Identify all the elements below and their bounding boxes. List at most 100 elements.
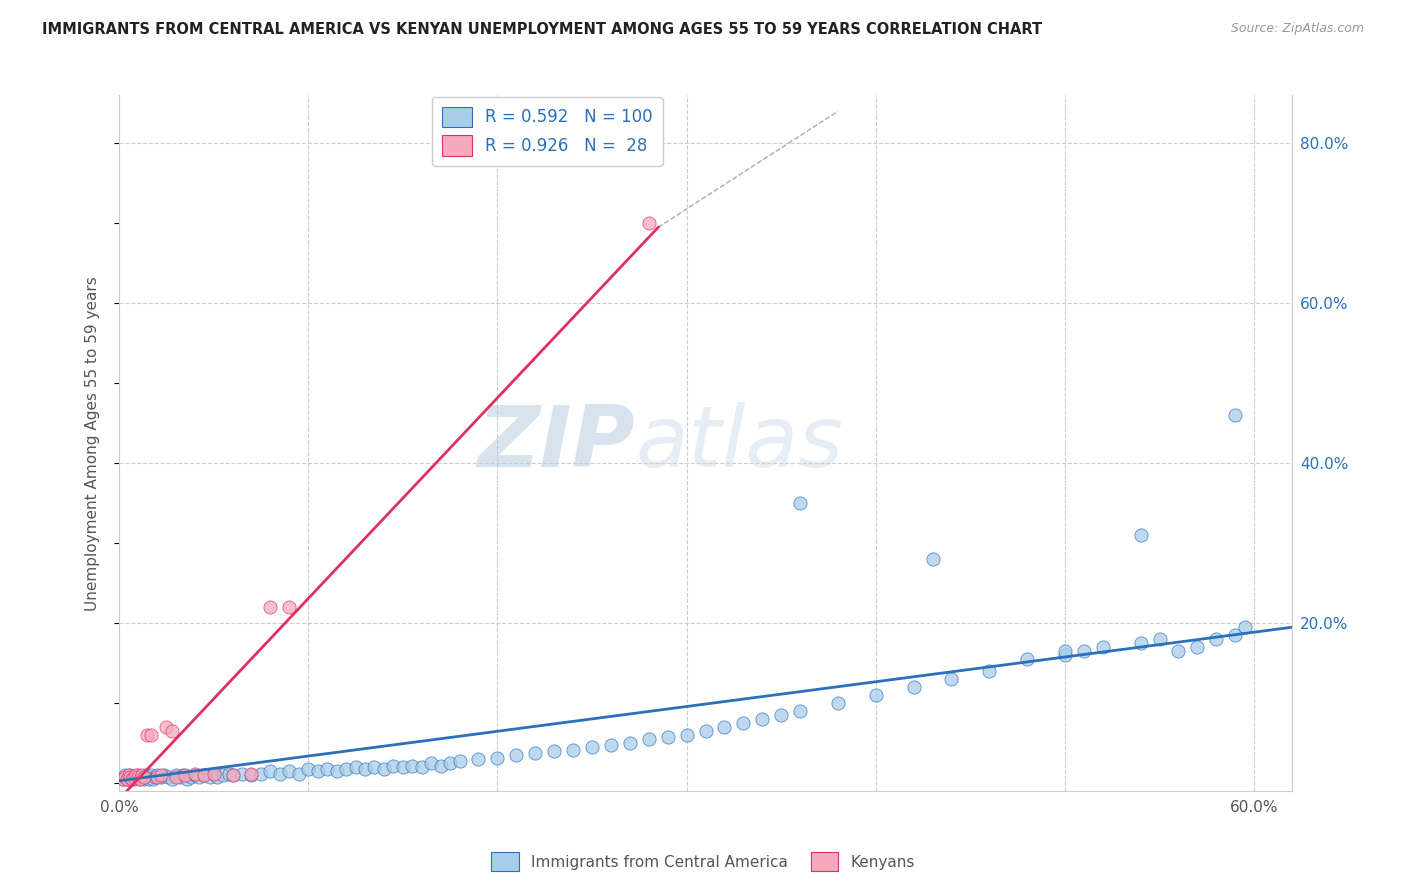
Point <box>695 724 717 739</box>
Point <box>486 750 509 764</box>
Point <box>141 728 163 742</box>
Point <box>562 742 585 756</box>
Point <box>354 762 377 776</box>
Point <box>165 770 187 784</box>
Point <box>231 766 253 780</box>
Point <box>325 764 347 779</box>
Point <box>363 760 385 774</box>
Point <box>789 704 811 718</box>
Point <box>335 762 357 776</box>
Point <box>581 740 603 755</box>
Point <box>221 768 243 782</box>
Point <box>297 762 319 776</box>
Point <box>637 732 659 747</box>
Point <box>165 768 187 782</box>
Point <box>157 770 180 784</box>
Point <box>770 708 793 723</box>
Point <box>1225 409 1247 423</box>
Point <box>172 768 194 782</box>
Point <box>307 764 329 779</box>
Point <box>193 768 215 782</box>
Point <box>1187 640 1209 655</box>
Point <box>128 772 150 787</box>
Point <box>218 766 240 780</box>
Point <box>1129 528 1152 542</box>
Point <box>127 770 149 784</box>
Text: IMMIGRANTS FROM CENTRAL AMERICA VS KENYAN UNEMPLOYMENT AMONG AGES 55 TO 59 YEARS: IMMIGRANTS FROM CENTRAL AMERICA VS KENYA… <box>42 22 1042 37</box>
Point <box>149 770 172 784</box>
Point <box>439 756 461 771</box>
Point <box>344 760 367 774</box>
Point <box>183 766 205 780</box>
Point <box>141 768 163 782</box>
Point <box>202 766 225 780</box>
Point <box>713 720 735 734</box>
Point <box>142 772 165 787</box>
Point <box>429 758 451 772</box>
Point <box>187 770 209 784</box>
Point <box>751 712 773 726</box>
Point <box>131 770 153 784</box>
Point <box>619 736 641 750</box>
Point <box>1017 652 1039 666</box>
Legend: R = 0.592   N = 100, R = 0.926   N =  28: R = 0.592 N = 100, R = 0.926 N = 28 <box>432 96 662 166</box>
Point <box>115 772 138 787</box>
Point <box>117 768 139 782</box>
Point <box>135 768 157 782</box>
Point <box>1053 648 1076 663</box>
Point <box>1129 636 1152 650</box>
Y-axis label: Unemployment Among Ages 55 to 59 years: Unemployment Among Ages 55 to 59 years <box>86 276 100 611</box>
Point <box>657 730 679 744</box>
Point <box>212 768 235 782</box>
Point <box>132 772 155 787</box>
Point <box>269 766 291 780</box>
Point <box>979 665 1001 679</box>
Point <box>600 738 623 752</box>
Point <box>180 770 202 784</box>
Point <box>125 770 148 784</box>
Point <box>733 716 755 731</box>
Point <box>921 552 943 566</box>
Point <box>543 744 565 758</box>
Point <box>401 758 423 772</box>
Point <box>259 764 281 779</box>
Point <box>136 770 159 784</box>
Point <box>903 680 925 694</box>
Point <box>146 770 169 784</box>
Point <box>202 766 225 780</box>
Point <box>449 754 471 768</box>
Point <box>1053 644 1076 658</box>
Point <box>278 764 301 779</box>
Point <box>524 746 547 760</box>
Point <box>114 768 136 782</box>
Point <box>675 728 697 742</box>
Point <box>316 762 339 776</box>
Point <box>259 600 281 615</box>
Text: atlas: atlas <box>636 401 844 484</box>
Point <box>149 768 172 782</box>
Point <box>117 768 139 782</box>
Point <box>221 768 243 782</box>
Point <box>1091 640 1114 655</box>
Point <box>169 770 191 784</box>
Point <box>1225 628 1247 642</box>
Point <box>128 772 150 787</box>
Point <box>136 728 159 742</box>
Point <box>411 760 433 774</box>
Point <box>193 768 215 782</box>
Text: ZIP: ZIP <box>478 401 636 484</box>
Point <box>1167 644 1189 658</box>
Point <box>373 762 395 776</box>
Text: Source: ZipAtlas.com: Source: ZipAtlas.com <box>1230 22 1364 36</box>
Point <box>198 770 221 784</box>
Point <box>153 768 176 782</box>
Point <box>121 772 143 787</box>
Point <box>114 770 136 784</box>
Point <box>143 770 166 784</box>
Point <box>382 758 405 772</box>
Point <box>146 768 169 782</box>
Point <box>111 772 134 787</box>
Point <box>122 770 145 784</box>
Point <box>155 720 177 734</box>
Point <box>287 766 309 780</box>
